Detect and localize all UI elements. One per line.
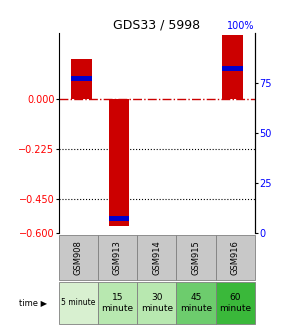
Text: 45
minute: 45 minute bbox=[180, 293, 212, 313]
Text: GSM914: GSM914 bbox=[152, 240, 161, 275]
Text: 30
minute: 30 minute bbox=[141, 293, 173, 313]
Bar bbox=[98, 282, 137, 324]
Text: GSM916: GSM916 bbox=[231, 240, 240, 275]
Text: 5 minute: 5 minute bbox=[61, 298, 96, 307]
Text: GSM915: GSM915 bbox=[192, 240, 200, 275]
Bar bbox=[109, 216, 130, 221]
Bar bbox=[222, 35, 243, 99]
Bar bbox=[98, 234, 137, 280]
Bar bbox=[71, 76, 92, 81]
Bar bbox=[137, 234, 176, 280]
Bar bbox=[216, 234, 255, 280]
Bar bbox=[71, 60, 92, 99]
Bar bbox=[176, 282, 216, 324]
Bar bbox=[216, 282, 255, 324]
Text: 15
minute: 15 minute bbox=[101, 293, 134, 313]
Bar bbox=[176, 234, 216, 280]
Text: time ▶: time ▶ bbox=[19, 298, 47, 307]
Bar bbox=[109, 99, 130, 226]
Text: 60
minute: 60 minute bbox=[219, 293, 251, 313]
Text: GSM913: GSM913 bbox=[113, 240, 122, 275]
Bar bbox=[59, 234, 98, 280]
Bar bbox=[59, 282, 98, 324]
Text: 100%: 100% bbox=[227, 21, 255, 31]
Text: GSM908: GSM908 bbox=[74, 240, 83, 275]
Bar bbox=[137, 282, 176, 324]
Bar bbox=[222, 66, 243, 71]
Title: GDS33 / 5998: GDS33 / 5998 bbox=[113, 19, 200, 31]
